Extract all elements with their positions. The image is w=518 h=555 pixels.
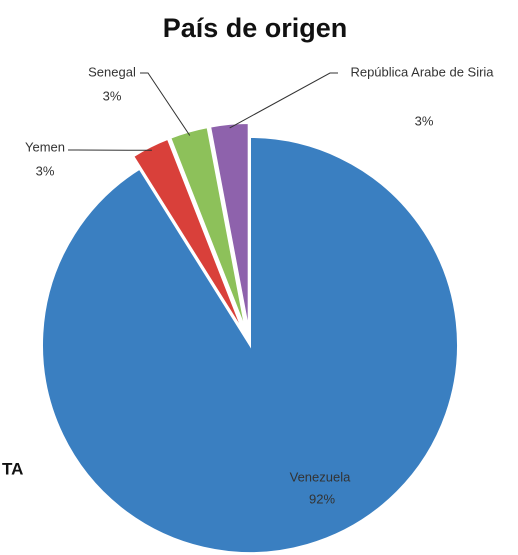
slice-label: Yemen (25, 139, 65, 154)
slice-value-label: 3% (415, 113, 434, 128)
slice-label: República Arabe de Siria (350, 64, 494, 79)
pie-slice (131, 137, 245, 334)
slice-value-label: 3% (103, 88, 122, 103)
annotation: TA (2, 459, 23, 478)
chart-title: País de origen (163, 13, 348, 43)
leader-line (229, 72, 338, 129)
pie-slice (41, 135, 459, 554)
slice-label: Venezuela (290, 469, 351, 484)
slice-value-label: 3% (36, 163, 55, 178)
slice-label: Senegal (88, 64, 136, 79)
pie-slice (168, 125, 248, 332)
leader-line (140, 72, 191, 136)
pie-slice (208, 122, 250, 332)
slice-value-label: 92% (309, 491, 335, 506)
